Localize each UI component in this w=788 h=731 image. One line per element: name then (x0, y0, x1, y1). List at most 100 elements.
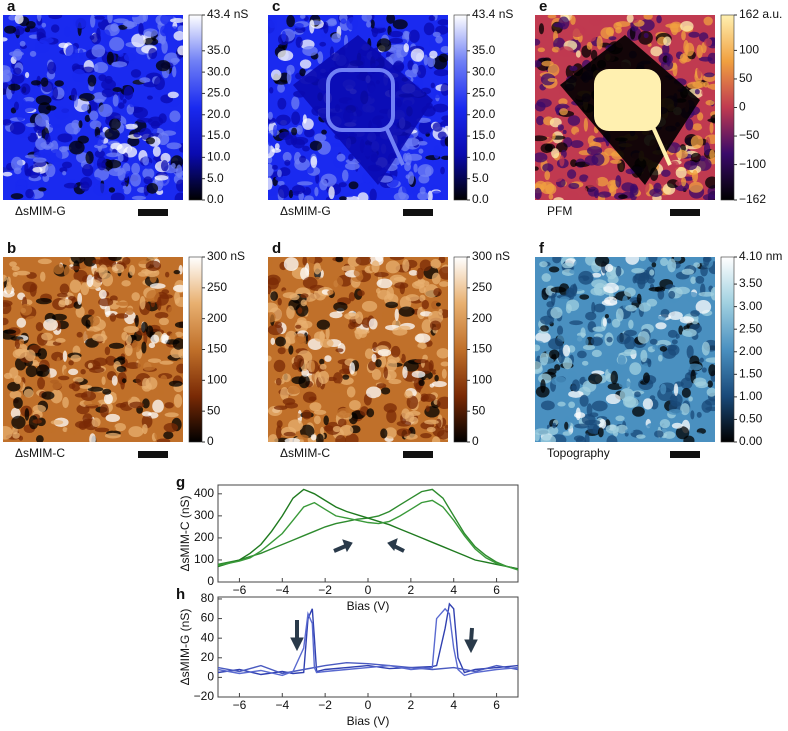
texture (405, 152, 412, 166)
texture (148, 342, 156, 349)
texture (132, 15, 146, 25)
texture (380, 387, 391, 395)
texture (69, 279, 82, 293)
texture (701, 87, 713, 97)
texture (703, 16, 713, 26)
texture (131, 162, 141, 175)
texture (407, 346, 423, 355)
texture (124, 123, 138, 130)
texture (653, 182, 662, 193)
texture (47, 61, 57, 75)
texture (274, 143, 280, 150)
texture (589, 412, 599, 418)
texture (23, 388, 34, 398)
texture (137, 359, 144, 373)
texture (426, 426, 436, 433)
x-axis-label: Bias (V) (347, 714, 390, 728)
texture (59, 167, 68, 173)
texture (47, 423, 53, 434)
texture (368, 318, 378, 330)
texture (105, 413, 120, 422)
texture (634, 272, 650, 282)
caption: ΔsMIM-G (15, 204, 66, 218)
texture (9, 51, 24, 57)
texture (535, 166, 539, 171)
texture (309, 19, 315, 34)
texture (683, 160, 698, 171)
texture (41, 22, 47, 28)
caption: ΔsMIM-G (280, 204, 331, 218)
texture (393, 44, 403, 49)
texture (442, 301, 448, 311)
texture (325, 326, 330, 340)
y-tick-label: 400 (194, 486, 214, 500)
texture (366, 386, 382, 399)
texture (548, 266, 560, 273)
texture (575, 50, 581, 58)
texture (364, 339, 373, 347)
texture (680, 403, 690, 416)
texture (3, 119, 12, 126)
texture (127, 136, 140, 147)
texture (709, 149, 715, 160)
texture (340, 18, 347, 24)
texture (176, 363, 183, 374)
texture (152, 146, 161, 157)
texture (50, 389, 63, 404)
texture (342, 169, 349, 182)
texture (441, 115, 448, 122)
texture (370, 19, 375, 29)
texture (85, 151, 94, 165)
texture (703, 257, 710, 266)
texture (50, 24, 60, 33)
texture (436, 348, 448, 359)
scale-bar (670, 451, 700, 458)
texture (273, 359, 286, 373)
texture (171, 26, 178, 31)
texture (282, 373, 291, 383)
texture (3, 37, 8, 42)
texture (418, 120, 433, 135)
texture (16, 317, 27, 328)
texture (167, 91, 179, 99)
texture (699, 357, 704, 363)
texture (327, 18, 337, 25)
texture (553, 22, 566, 28)
texture (634, 391, 641, 398)
texture (318, 370, 330, 384)
texture (310, 360, 316, 373)
texture (541, 60, 554, 67)
texture (101, 88, 114, 98)
texture (3, 317, 9, 326)
texture (361, 15, 372, 22)
scale-bar (138, 451, 168, 458)
texture (405, 273, 411, 282)
texture (123, 152, 129, 163)
colorbar-tick-label: 25.0 (472, 86, 496, 100)
texture (287, 386, 301, 395)
texture (584, 155, 599, 166)
texture (165, 271, 170, 278)
texture (135, 257, 152, 265)
texture (329, 311, 343, 319)
texture (79, 387, 85, 394)
texture (121, 181, 128, 186)
y-tick-label: 80 (201, 591, 215, 605)
colorbar-tick-label: 150 (472, 342, 492, 356)
written-square (326, 68, 395, 132)
texture (274, 321, 282, 329)
texture (704, 398, 715, 406)
texture (376, 278, 393, 289)
texture (540, 379, 546, 393)
texture (275, 114, 291, 126)
texture (328, 275, 344, 289)
texture (327, 289, 334, 295)
scale-bar (670, 209, 700, 216)
texture (339, 424, 354, 436)
texture (21, 100, 36, 113)
texture (174, 192, 183, 200)
texture (548, 193, 554, 200)
texture (49, 123, 62, 129)
texture (647, 422, 658, 428)
texture (657, 289, 665, 300)
